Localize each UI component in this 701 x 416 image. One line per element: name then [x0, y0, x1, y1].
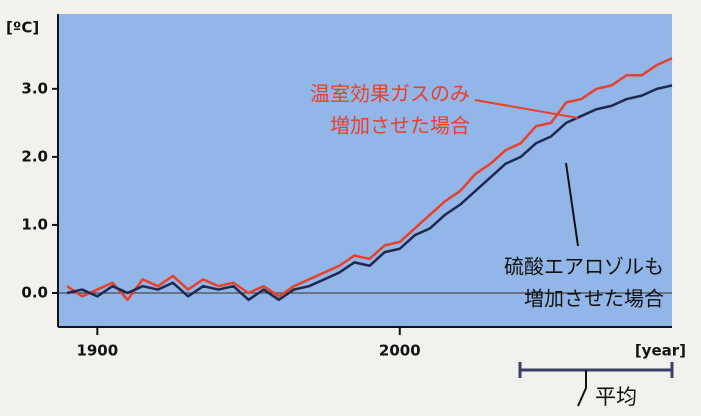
y-tick-label: 3.0	[21, 79, 48, 97]
annotation: 増加させた場合	[524, 287, 664, 311]
annotation-pointer	[565, 162, 579, 247]
annotation: 増加させた場合	[330, 114, 470, 138]
annotation-pointer	[474, 99, 579, 119]
annotation: 温室効果ガスのみ	[310, 82, 470, 106]
series-line	[66, 57, 673, 302]
x-tick-label: 1900	[76, 342, 118, 360]
series-line	[66, 84, 673, 302]
y-tick-label: 2.0	[21, 147, 48, 165]
y-tick-label: 1.0	[21, 215, 48, 233]
period-bracket	[518, 362, 674, 407]
x-axis-label: [year]	[635, 342, 686, 360]
annotation: 硫酸エアロゾルも	[504, 255, 664, 279]
plot-area	[58, 14, 672, 327]
x-tick-label: 2000	[379, 342, 421, 360]
y-tick-label: 0.0	[21, 283, 48, 301]
y-axis-label: [ºC]	[6, 19, 39, 37]
period-label: 平均	[595, 385, 637, 409]
